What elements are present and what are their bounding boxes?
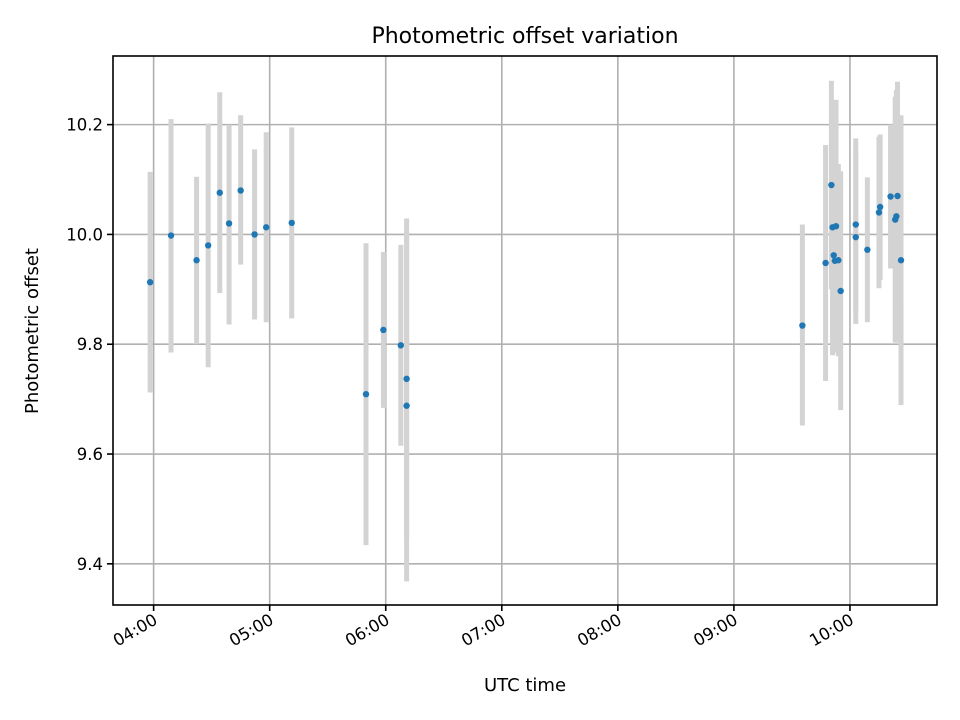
x-tick-label: 09:00	[690, 610, 741, 650]
data-point	[887, 193, 894, 200]
data-point	[380, 326, 387, 334]
data-point	[894, 192, 901, 200]
data-point	[893, 213, 900, 220]
data-point	[146, 278, 154, 286]
data-point	[288, 219, 295, 227]
data-point	[225, 220, 233, 227]
data-point	[828, 181, 835, 189]
x-tick-label: 06:00	[342, 610, 393, 650]
y-tick-label: 10.2	[66, 116, 103, 135]
data-point	[852, 221, 859, 228]
plot-frame	[112, 55, 938, 606]
data-point	[830, 252, 837, 259]
y-tick-label: 10.0	[66, 225, 103, 244]
y-axis-label: Photometric offset	[22, 248, 43, 414]
y-axis-ticks: 9.4 9.6 9.8 10.0 10.2	[66, 116, 113, 574]
data-point	[262, 224, 270, 231]
data-point	[403, 375, 410, 383]
data-point	[864, 246, 871, 253]
data-point	[216, 189, 223, 196]
grid	[113, 56, 937, 605]
x-tick-label: 08:00	[574, 610, 625, 650]
data-point	[832, 222, 840, 230]
data-points	[146, 181, 905, 409]
data-point	[167, 232, 175, 239]
data-point	[835, 257, 842, 264]
data-point	[397, 342, 405, 349]
data-point	[875, 209, 883, 216]
data-point	[237, 187, 244, 194]
x-tick-label: 05:00	[226, 610, 277, 650]
y-tick-label: 9.8	[77, 335, 103, 354]
y-tick-label: 9.4	[77, 555, 103, 574]
data-point	[876, 203, 884, 211]
data-point	[799, 322, 806, 329]
data-point	[362, 390, 370, 398]
y-tick-label: 9.6	[77, 445, 103, 464]
data-point	[852, 233, 859, 241]
x-axis-label: UTC time	[484, 675, 566, 696]
data-point	[897, 257, 905, 264]
x-tick-label: 04:00	[110, 610, 161, 650]
x-tick-label: 07:00	[458, 610, 509, 650]
error-bars	[147, 80, 904, 582]
data-point	[822, 259, 829, 267]
chart-title: Photometric offset variation	[371, 24, 678, 49]
data-point	[837, 287, 844, 295]
data-point	[251, 231, 258, 238]
data-point	[193, 257, 200, 264]
data-point	[403, 402, 410, 409]
data-point	[204, 242, 212, 249]
x-tick-label: 10:00	[806, 610, 857, 650]
x-axis-ticks: 04:00 05:00 06:00 07:00 08:00 09:00 10:00	[110, 605, 857, 650]
